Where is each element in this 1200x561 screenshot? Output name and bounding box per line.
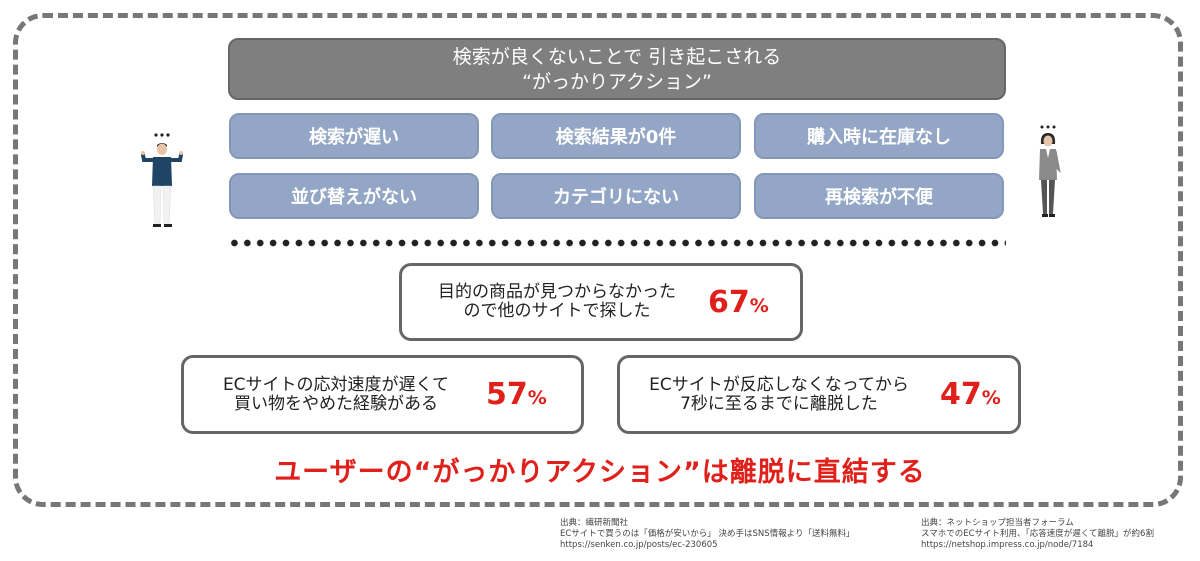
stat-text: ECサイトの応対速度が遅くて 買い物をやめた経験がある [184,374,474,414]
stat-line-2: 7秒に至るまでに離脱した [680,393,878,414]
source-title: 出典：ネットショップ担当者フォーラム [921,518,1074,528]
source-netshop: 出典：ネットショップ担当者フォーラム スマホでのECサイト利用、「応答速度が遅く… [921,518,1154,551]
stat-text: ECサイトが反応しなくなってから 7秒に至るまでに離脱した [620,374,930,414]
conclusion-text: ユーザーの“がっかりアクション”は離脱に直結する [274,457,926,488]
header-title-box: 検索が良くないことで 引き起こされる “がっかりアクション” [228,38,1006,100]
source-senken: 出典：繊研新聞社 ECサイトで買うのは「価格が安いから」 決め手はSNS情報より… [560,518,855,551]
source-article: ECサイトで買うのは「価格が安いから」 決め手はSNS情報より「送料無料」 [560,529,855,539]
stat-value: 47% [930,377,1001,412]
stat-text: 目的の商品が見つからなかった ので他のサイトで探した [402,283,702,321]
stat-value: 67% [702,285,769,320]
stat-box-57: ECサイトの応対速度が遅くて 買い物をやめた経験がある 57% [181,355,584,434]
stat-line-2: 買い物をやめた経験がある [234,393,438,414]
confused-woman-icon [1039,125,1061,217]
action-slow-search: 検索が遅い [229,113,479,159]
action-no-category: カテゴリにない [491,173,741,219]
stat-line-1: ECサイトの応対速度が遅くて [222,374,450,395]
stat-unit: % [527,387,547,409]
confused-man-icon [141,133,183,227]
source-url: https://senken.co.jp/posts/ec-230605 [560,540,718,550]
stat-line-1: 目的の商品が見つからなかった [438,282,676,302]
stat-number: 47 [940,377,982,412]
action-research-inconvenient: 再検索が不便 [754,173,1004,219]
stat-number: 57 [486,377,528,412]
stat-value: 57% [474,377,547,412]
stat-unit: % [981,387,1001,409]
source-title: 出典：繊研新聞社 [560,518,629,528]
stat-line-2: ので他のサイトで探した [463,301,651,321]
header-line-2: “がっかりアクション” [522,71,712,93]
stat-box-47: ECサイトが反応しなくなってから 7秒に至るまでに離脱した 47% [617,355,1021,434]
action-zero-results: 検索結果が0件 [491,113,741,159]
header-line-1: 検索が良くないことで 引き起こされる [452,46,782,68]
action-no-sort: 並び替えがない [229,173,479,219]
stat-unit: % [749,294,769,317]
source-article: スマホでのECサイト利用、「応答速度が遅くて離脱」が約6割 [921,529,1154,539]
stat-number: 67 [708,284,750,320]
dotted-divider [228,239,1006,247]
action-out-of-stock: 購入時に在庫なし [754,113,1004,159]
stat-box-67: 目的の商品が見つからなかった ので他のサイトで探した 67% [399,263,803,341]
source-url: https://netshop.impress.co.jp/node/7184 [921,540,1094,550]
dashed-frame [13,13,1183,507]
stat-line-1: ECサイトが反応しなくなってから [649,374,909,395]
